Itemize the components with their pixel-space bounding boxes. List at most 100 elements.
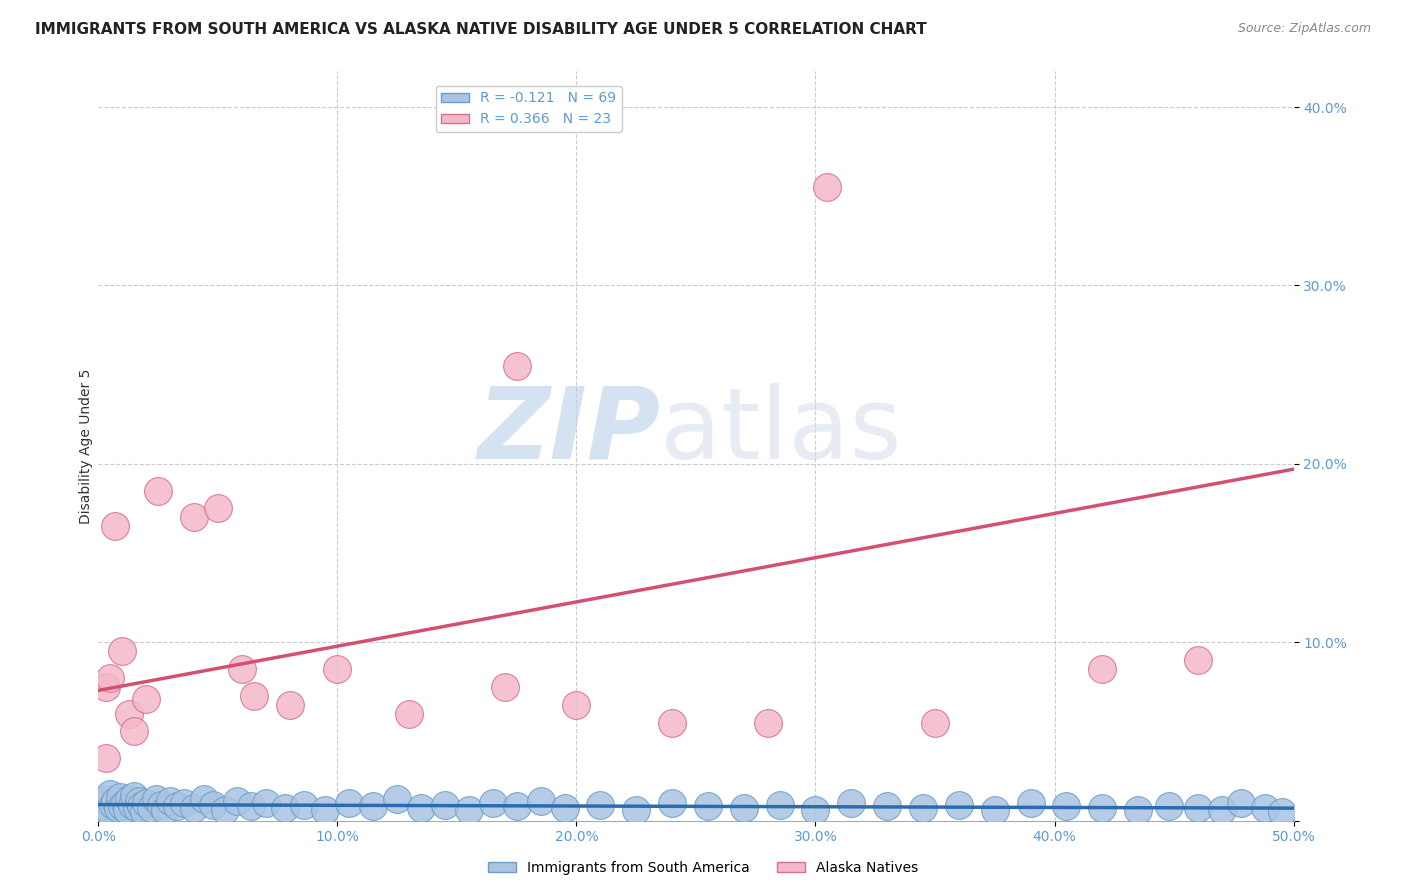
Text: Source: ZipAtlas.com: Source: ZipAtlas.com: [1237, 22, 1371, 36]
Point: [506, 359, 529, 373]
Point: [231, 662, 253, 676]
Point: [101, 797, 124, 812]
Point: [90, 796, 112, 810]
Point: [1019, 796, 1042, 810]
Point: [107, 801, 129, 815]
Point: [243, 689, 266, 703]
Point: [97, 803, 120, 817]
Point: [434, 797, 457, 812]
Point: [924, 715, 946, 730]
Point: [1091, 662, 1114, 676]
Point: [411, 801, 433, 815]
Point: [398, 706, 420, 721]
Point: [98, 787, 122, 801]
Point: [128, 794, 150, 808]
Point: [1056, 799, 1078, 814]
Point: [202, 797, 225, 812]
Point: [226, 794, 249, 808]
Point: [1187, 801, 1209, 815]
Point: [148, 483, 170, 498]
Point: [1271, 805, 1294, 819]
Text: IMMIGRANTS FROM SOUTH AMERICA VS ALASKA NATIVE DISABILITY AGE UNDER 5 CORRELATIO: IMMIGRANTS FROM SOUTH AMERICA VS ALASKA …: [35, 22, 927, 37]
Point: [135, 796, 157, 810]
Point: [104, 794, 127, 808]
Point: [733, 801, 755, 815]
Point: [118, 792, 141, 806]
Point: [506, 799, 529, 814]
Point: [385, 792, 409, 806]
Point: [1159, 799, 1181, 814]
Point: [166, 799, 188, 814]
Point: [104, 519, 127, 533]
Point: [183, 801, 205, 815]
Point: [121, 797, 143, 812]
Legend: Immigrants from South America, Alaska Natives: Immigrants from South America, Alaska Na…: [482, 855, 924, 880]
Point: [108, 790, 131, 805]
Point: [114, 796, 136, 810]
Point: [815, 180, 838, 194]
Point: [911, 801, 934, 815]
Point: [135, 692, 157, 706]
Point: [132, 805, 155, 819]
Point: [530, 794, 553, 808]
Point: [94, 792, 117, 806]
Point: [183, 510, 205, 524]
Text: ZIP: ZIP: [477, 383, 661, 480]
Point: [254, 796, 277, 810]
Point: [1187, 653, 1209, 667]
Point: [1230, 796, 1253, 810]
Point: [876, 799, 898, 814]
Point: [339, 796, 361, 810]
Point: [159, 794, 181, 808]
Point: [1211, 803, 1233, 817]
Point: [565, 698, 588, 712]
Point: [363, 799, 385, 814]
Point: [149, 797, 172, 812]
Point: [626, 803, 648, 817]
Point: [1128, 803, 1150, 817]
Point: [125, 801, 148, 815]
Point: [1254, 801, 1277, 815]
Point: [155, 803, 177, 817]
Legend: R = -0.121   N = 69, R = 0.366   N = 23: R = -0.121 N = 69, R = 0.366 N = 23: [436, 86, 621, 132]
Point: [207, 501, 229, 516]
Point: [458, 803, 481, 817]
Point: [804, 803, 827, 817]
Point: [124, 724, 146, 739]
Point: [661, 796, 683, 810]
Point: [111, 644, 134, 658]
Point: [554, 801, 576, 815]
Point: [115, 803, 138, 817]
Point: [326, 662, 349, 676]
Point: [139, 801, 162, 815]
Point: [278, 698, 301, 712]
Point: [768, 797, 790, 812]
Point: [240, 799, 263, 814]
Point: [118, 706, 141, 721]
Point: [841, 796, 863, 810]
Point: [131, 799, 153, 814]
Point: [315, 803, 337, 817]
Point: [697, 799, 720, 814]
Point: [756, 715, 779, 730]
Text: atlas: atlas: [661, 383, 901, 480]
Point: [494, 680, 516, 694]
Point: [98, 671, 122, 685]
Point: [948, 797, 970, 812]
Point: [94, 751, 117, 765]
Point: [984, 803, 1007, 817]
Point: [111, 799, 134, 814]
Point: [1091, 801, 1114, 815]
Point: [292, 797, 315, 812]
Point: [91, 799, 114, 814]
Point: [214, 803, 236, 817]
Point: [481, 796, 505, 810]
Point: [124, 789, 146, 803]
Point: [145, 792, 167, 806]
Point: [94, 680, 117, 694]
Point: [173, 796, 195, 810]
Point: [193, 792, 215, 806]
Point: [589, 797, 612, 812]
Point: [661, 715, 683, 730]
Point: [274, 801, 297, 815]
